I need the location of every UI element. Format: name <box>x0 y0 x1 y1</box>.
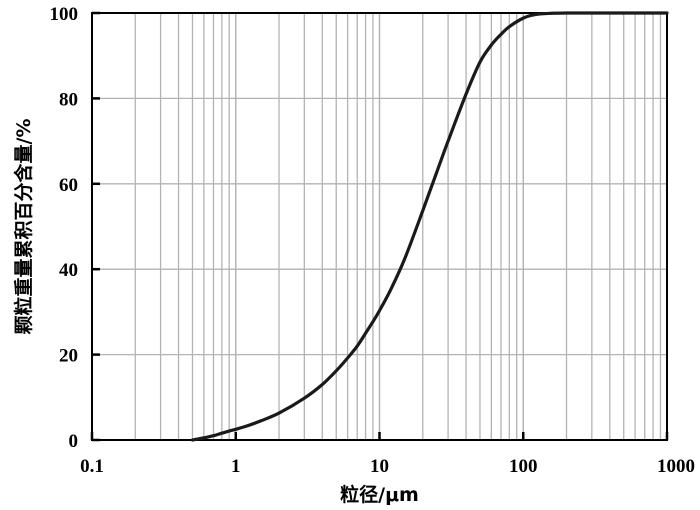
y-tick-label: 40 <box>59 260 78 281</box>
x-tick-label: 1000 <box>657 456 695 477</box>
x-tick-labels: 0.1 1 10 100 1000 <box>80 456 695 477</box>
y-tick-labels: 0 20 40 60 80 100 <box>50 4 79 452</box>
y-tick-label: 0 <box>69 431 79 452</box>
y-tick-label: 60 <box>59 175 78 196</box>
y-axis-title: 颗粒重量累积百分含量/% <box>12 119 35 335</box>
y-tick-label: 100 <box>50 4 79 25</box>
grid <box>92 13 667 440</box>
x-tick-label: 10 <box>370 456 389 477</box>
x-tick-label: 0.1 <box>80 456 104 477</box>
y-tick-label: 20 <box>59 346 78 367</box>
x-axis-title: 粒径/μm <box>340 483 419 506</box>
cumulative-curve <box>190 11 669 442</box>
y-tick-label: 80 <box>59 89 78 110</box>
plot-frame <box>91 12 668 441</box>
x-tick-label: 100 <box>509 456 538 477</box>
x-tick-label: 1 <box>231 456 241 477</box>
